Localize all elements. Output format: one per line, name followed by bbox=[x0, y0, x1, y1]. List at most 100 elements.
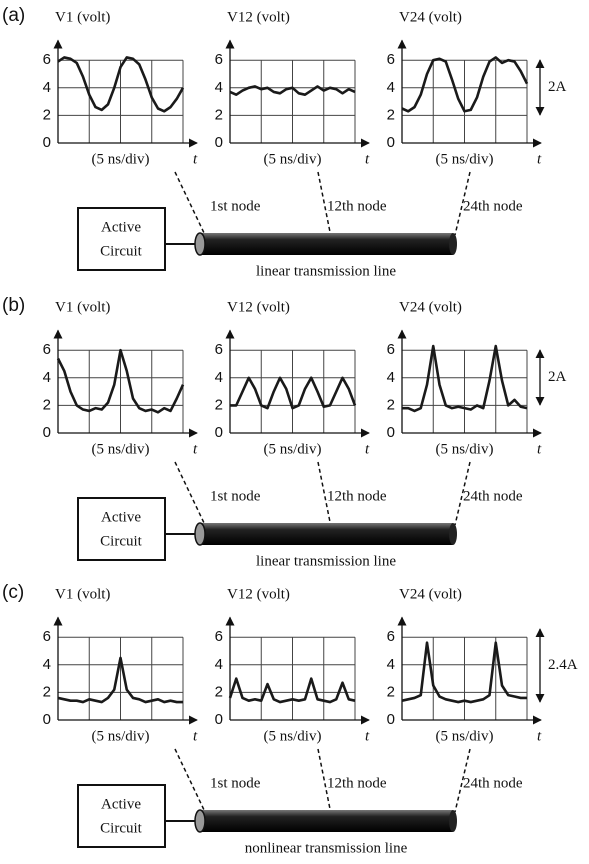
node-leader bbox=[454, 461, 471, 526]
node-label: 1st node bbox=[210, 488, 261, 504]
y-tick-label: 4 bbox=[387, 656, 395, 673]
data-line bbox=[229, 85, 356, 96]
data-line bbox=[57, 656, 183, 704]
data-line bbox=[56, 348, 185, 414]
node-leader bbox=[317, 171, 331, 233]
x-axis-label: (5 ns/div) bbox=[92, 441, 150, 457]
node-leader bbox=[317, 748, 331, 810]
data-line bbox=[401, 56, 529, 113]
cable-end bbox=[194, 522, 206, 546]
circuit-box bbox=[77, 497, 166, 561]
x-axis-label: (5 ns/div) bbox=[264, 728, 322, 744]
panel-label: (c) bbox=[2, 582, 24, 603]
node-label: 24th node bbox=[463, 198, 523, 214]
node-label: 12th node bbox=[327, 488, 387, 504]
cable-end bbox=[449, 233, 457, 255]
x-axis-unit: t bbox=[365, 728, 370, 744]
cable bbox=[200, 523, 453, 545]
line-label: linear transmission line bbox=[256, 553, 396, 569]
node-label: 12th node bbox=[327, 775, 387, 791]
node-label: 1st node bbox=[210, 775, 261, 791]
y-tick-label: 2 bbox=[43, 396, 51, 413]
y-tick-label: 6 bbox=[387, 628, 395, 645]
y-tick-label: 6 bbox=[387, 51, 395, 68]
node-label: 24th node bbox=[463, 775, 523, 791]
y-tick-label: 4 bbox=[215, 656, 223, 673]
y-tick-label: 4 bbox=[215, 79, 223, 96]
y-tick-label: 0 bbox=[387, 424, 395, 441]
y-tick-label: 6 bbox=[215, 341, 223, 358]
x-axis-unit: t bbox=[537, 151, 542, 167]
y-tick-label: 0 bbox=[43, 134, 51, 151]
node-leader bbox=[174, 748, 206, 813]
data-line bbox=[230, 376, 357, 410]
y-tick-label: 0 bbox=[387, 711, 395, 728]
y-tick-label: 0 bbox=[215, 134, 223, 151]
circuit-label: Active bbox=[101, 796, 141, 812]
data-line bbox=[401, 641, 527, 704]
amplitude-label: 2A bbox=[548, 369, 567, 385]
y-tick-label: 0 bbox=[43, 424, 51, 441]
y-tick-label: 4 bbox=[43, 79, 51, 96]
cable-end bbox=[449, 523, 457, 545]
y-tick-label: 4 bbox=[43, 369, 51, 386]
circuit-label: Active bbox=[101, 509, 141, 525]
y-tick-label: 2 bbox=[43, 683, 51, 700]
y-tick-label: 6 bbox=[43, 628, 51, 645]
x-axis-unit: t bbox=[537, 441, 542, 457]
cable bbox=[200, 810, 453, 832]
x-axis-unit: t bbox=[193, 441, 198, 457]
y-tick-label: 4 bbox=[215, 369, 223, 386]
node-leader bbox=[317, 461, 331, 523]
circuit-label: Circuit bbox=[100, 820, 142, 836]
y-tick-label: 4 bbox=[387, 369, 395, 386]
circuit-box bbox=[77, 784, 166, 848]
node-label: 24th node bbox=[463, 488, 523, 504]
y-tick-label: 2 bbox=[387, 396, 395, 413]
node-leader bbox=[454, 748, 471, 813]
y-tick-label: 6 bbox=[43, 51, 51, 68]
data-line bbox=[57, 56, 185, 113]
circuit-label: Circuit bbox=[100, 243, 142, 259]
y-axis-label: V12 (volt) bbox=[227, 299, 290, 315]
y-axis-label: V1 (volt) bbox=[55, 9, 110, 25]
y-tick-label: 6 bbox=[43, 341, 51, 358]
x-axis-unit: t bbox=[537, 728, 542, 744]
cable-end bbox=[194, 232, 206, 256]
node-leader bbox=[174, 461, 206, 526]
x-axis-label: (5 ns/div) bbox=[436, 728, 494, 744]
x-axis-unit: t bbox=[193, 151, 198, 167]
y-tick-label: 0 bbox=[387, 134, 395, 151]
line-label: nonlinear transmission line bbox=[245, 840, 408, 856]
y-axis-label: V24 (volt) bbox=[399, 299, 462, 315]
y-tick-label: 0 bbox=[215, 711, 223, 728]
x-axis-label: (5 ns/div) bbox=[264, 151, 322, 167]
x-axis-unit: t bbox=[365, 151, 370, 167]
y-tick-label: 2 bbox=[387, 683, 395, 700]
y-axis-label: V12 (volt) bbox=[227, 586, 290, 602]
y-tick-label: 2 bbox=[43, 106, 51, 123]
node-leader bbox=[454, 171, 471, 236]
y-tick-label: 6 bbox=[387, 341, 395, 358]
y-tick-label: 6 bbox=[215, 51, 223, 68]
cable bbox=[200, 233, 453, 255]
node-leader bbox=[174, 171, 206, 236]
panel-label: (b) bbox=[2, 295, 25, 316]
cable-end bbox=[194, 809, 206, 833]
circuit-label: Circuit bbox=[100, 533, 142, 549]
x-axis-label: (5 ns/div) bbox=[436, 151, 494, 167]
circuit-box bbox=[77, 207, 166, 271]
x-axis-label: (5 ns/div) bbox=[92, 151, 150, 167]
cable-end bbox=[449, 810, 457, 832]
y-tick-label: 0 bbox=[215, 424, 223, 441]
node-label: 12th node bbox=[327, 198, 387, 214]
y-tick-label: 4 bbox=[43, 656, 51, 673]
amplitude-label: 2.4A bbox=[548, 657, 578, 673]
y-axis-label: V24 (volt) bbox=[399, 586, 462, 602]
y-tick-label: 0 bbox=[43, 711, 51, 728]
data-line bbox=[228, 677, 356, 704]
y-tick-label: 2 bbox=[215, 683, 223, 700]
y-axis-label: V24 (volt) bbox=[399, 9, 462, 25]
